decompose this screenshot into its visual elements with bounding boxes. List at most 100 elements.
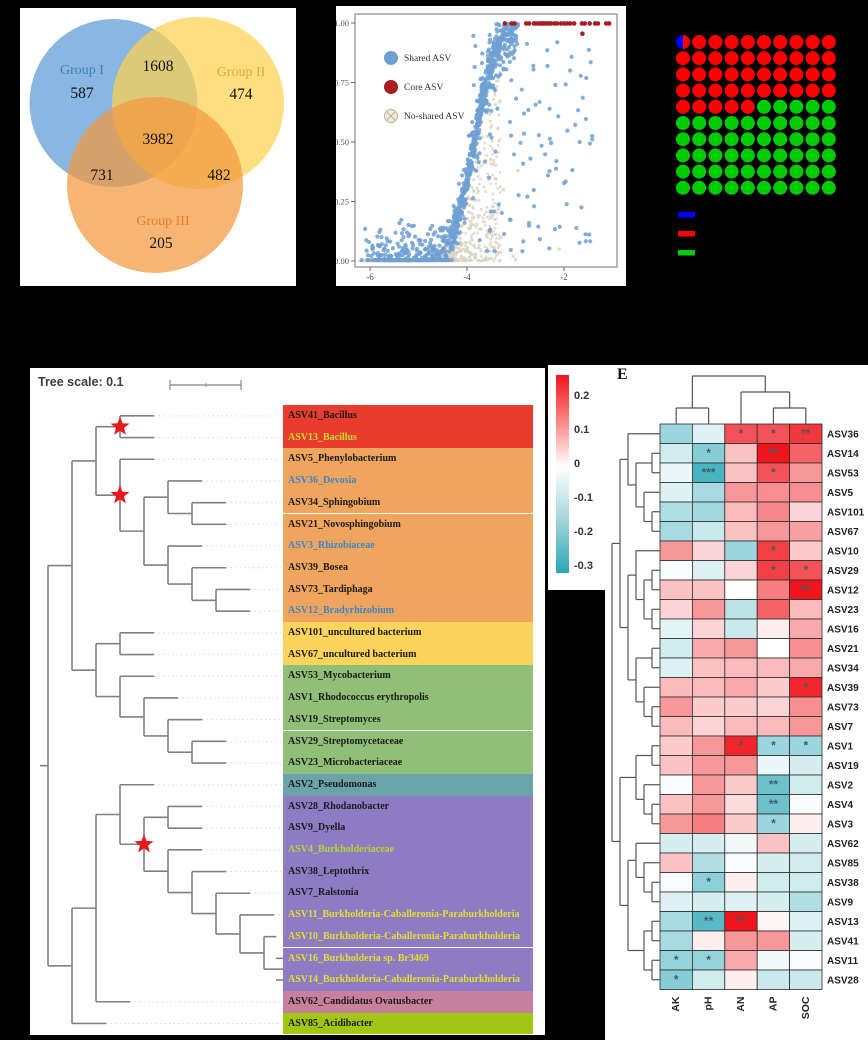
y-tick-label: 0.00	[336, 256, 349, 266]
heatmap-cell	[789, 911, 823, 932]
venn-text: 205	[149, 235, 173, 252]
heatmap-cell	[692, 482, 726, 503]
waffle-dot	[773, 51, 788, 66]
waffle-dot	[740, 83, 755, 98]
heatmap-cell	[659, 657, 693, 678]
waffle-dot	[821, 148, 836, 163]
heatmap-cell	[692, 599, 726, 620]
waffle-dot	[821, 51, 836, 66]
heatmap-cell	[659, 716, 693, 737]
waffle-dot	[676, 164, 690, 179]
heatmap-row-label: ASV28	[827, 975, 859, 986]
waffle-dot	[724, 83, 739, 98]
heatmap-row-label: ASV12	[827, 585, 859, 596]
waffle-dot	[789, 51, 804, 66]
significance-label: *	[739, 738, 744, 752]
heatmap-column-label: pH	[703, 997, 715, 1011]
significance-label: *	[674, 953, 679, 967]
heatmap-cell	[724, 852, 758, 873]
waffle-dot	[740, 67, 755, 82]
heatmap-cell	[659, 501, 693, 522]
waffle-dot	[789, 35, 804, 49]
tree-leaf-label: ASV11_Burkholderia-Caballeronia-Paraburk…	[283, 904, 533, 926]
waffle-dot	[724, 180, 739, 195]
venn-text: 482	[207, 167, 230, 184]
venn-text: Group II	[217, 65, 266, 80]
waffle-dot	[757, 148, 771, 163]
venn-panel: Group I 587 1608 Group II 474 3982 731 482 Group…	[20, 8, 296, 286]
heatmap-cell	[659, 813, 693, 834]
tree-leaf-label: ASV16_Burkholderia sp. Br3469	[283, 947, 533, 970]
venn-diagram: Group I 587 1608 Group II 474 3982 731 482 Group…	[29, 17, 284, 273]
waffle-dot	[740, 35, 755, 49]
tree-leaf-label: ASV39_Bosea	[283, 556, 533, 579]
heatmap-cell	[789, 657, 823, 678]
waffle-dot	[692, 83, 707, 98]
heatmap-cell	[756, 755, 790, 776]
heatmap-row-label: ASV73	[827, 702, 859, 713]
heatmap-row-label: ASV2	[827, 780, 854, 791]
red-star-icon	[110, 485, 130, 504]
significance-label: **	[704, 914, 714, 928]
phylogenetic-tree	[40, 380, 289, 1025]
waffle-dot	[805, 99, 820, 114]
waffle-dot	[724, 99, 739, 114]
heatmap-cell	[659, 930, 693, 951]
waffle-dot	[708, 83, 723, 98]
waffle-dot	[692, 180, 707, 195]
significance-label: **	[801, 582, 811, 596]
heatmap-row-label: ASV23	[827, 605, 859, 616]
heatmap-cell	[692, 618, 726, 639]
waffle-dot	[805, 132, 820, 147]
heatmap-row-label: ASV21	[827, 644, 859, 655]
waffle-dot	[692, 132, 707, 147]
waffle-dot	[789, 67, 804, 82]
waffle-dot	[821, 164, 836, 179]
heatmap-row-label: ASV5	[827, 488, 854, 499]
waffle-dot	[757, 35, 771, 49]
waffle-dot	[708, 35, 723, 49]
tree-leaf-label: ASV7_Ralstonia	[283, 882, 533, 905]
heatmap-cell	[789, 833, 823, 854]
heatmap-cell	[789, 891, 823, 912]
heatmap-cell	[789, 794, 823, 815]
heatmap-cell	[724, 638, 758, 659]
significance-label: **	[801, 426, 811, 440]
tree-leaf-label: ASV62_Candidatus Ovatusbacter	[283, 990, 533, 1013]
heatmap-cell	[659, 696, 693, 717]
heatmap-cell	[692, 774, 726, 795]
heatmap-cell	[789, 540, 823, 561]
significance-label: *	[771, 426, 776, 440]
venn-text: 3982	[143, 131, 174, 148]
heatmap-cell	[659, 833, 693, 854]
heatmap-row-label: ASV1	[827, 741, 854, 752]
heatmap-cell	[724, 872, 758, 893]
waffle-dot	[708, 116, 723, 130]
waffle-dot	[773, 35, 788, 49]
heatmap-column-labels: AK pH AN AP SOC	[670, 996, 812, 1019]
heatmap-row-label: ASV38	[827, 878, 859, 889]
heatmap-cell	[659, 560, 693, 581]
significance-label: *	[803, 738, 808, 752]
heatmap-cell	[692, 501, 726, 522]
heatmap-cell	[756, 872, 790, 893]
heatmap-cell	[724, 716, 758, 737]
waffle-dot	[757, 180, 771, 195]
waffle-dot	[724, 164, 739, 179]
heatmap-cell	[789, 599, 823, 620]
heatmap-cell	[756, 911, 790, 932]
significance-label: *	[706, 875, 711, 889]
heatmap-cell	[724, 774, 758, 795]
colorbar-tick-label: 0.1	[574, 424, 590, 436]
tree-leaf-label: ASV73_Tardiphaga	[283, 578, 533, 601]
heatmap-cell	[659, 735, 693, 756]
waffle-dot-matrix	[676, 35, 836, 256]
heatmap-cell	[789, 950, 823, 971]
tree-leaf-label: ASV5_Phenylobacterium	[283, 448, 533, 471]
scatter-legend: Shared ASV Core ASV No-shared ASV	[384, 51, 465, 123]
heatmap-column-label: AK	[670, 996, 682, 1012]
waffle-dot	[821, 99, 836, 114]
waffle-dot	[724, 148, 739, 163]
heatmap-cell	[756, 716, 790, 737]
